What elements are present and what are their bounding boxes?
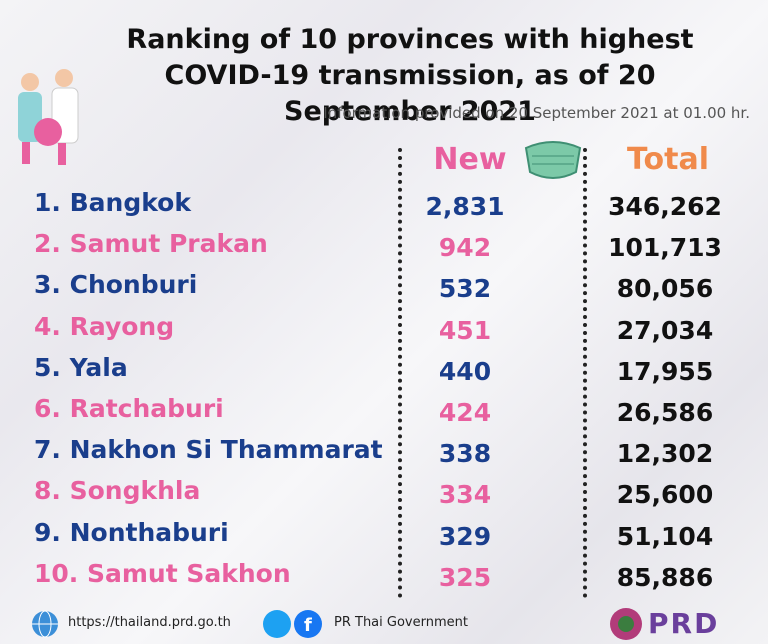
new-cases: 451: [438, 315, 492, 345]
new-cases: 424: [438, 398, 492, 427]
title: Ranking of 10 provinces with highest COV…: [126, 24, 694, 127]
total-cases: 80,056: [616, 274, 714, 304]
new-cases: 329: [438, 521, 492, 551]
province: 9. Nonthaburi: [34, 517, 229, 547]
total-cases: 27,034: [616, 315, 714, 345]
province: 7. Nakhon Si Thammarat: [34, 435, 383, 465]
table-row: 7. Nakhon Si Thammarat 338 12,302: [0, 435, 768, 475]
svg-text:f: f: [304, 615, 312, 636]
divider: [583, 148, 587, 598]
mask-icon: [524, 141, 582, 179]
table-row: 3. Chonburi 532 80,056: [0, 270, 768, 310]
total-cases: 51,104: [616, 521, 714, 551]
table-row: 10. Samut Sakhon 325 85,886: [0, 559, 768, 599]
new-cases: 942: [438, 233, 492, 263]
total-cases: 101,713: [608, 233, 722, 263]
table-row: 4. Rayong 451 27,034: [0, 312, 768, 352]
province: 4. Rayong: [34, 311, 175, 341]
province: 5. Yala: [34, 352, 128, 382]
doctors-illustration: [18, 69, 79, 165]
social[interactable]: PR Thai Government: [334, 615, 468, 630]
new-cases: 334: [438, 480, 492, 510]
new-cases: 325: [438, 562, 492, 592]
new-cases: 440: [438, 356, 492, 386]
column-header: New: [433, 142, 507, 177]
divider: [398, 148, 402, 598]
province: 1. Bangkok: [34, 188, 191, 217]
province: 6. Ratchaburi: [34, 394, 224, 423]
province: 10. Samut Sakhon: [34, 558, 291, 588]
table-row: 5. Yala 440 17,955: [0, 353, 768, 393]
social-icons: f: [263, 610, 322, 638]
province: 3. Chonburi: [34, 270, 198, 300]
column-header: Total: [627, 142, 709, 177]
total-cases: 26,586: [616, 398, 714, 427]
table-row: 1. Bangkok 2,831 346,262: [0, 188, 768, 228]
province: 2. Samut Prakan: [34, 229, 268, 259]
table-row: 9. Nonthaburi 329 51,104: [0, 518, 768, 558]
total-cases: 25,600: [616, 480, 714, 510]
logo-emblem: [610, 608, 642, 640]
new-cases: 338: [438, 439, 492, 469]
new-cases: 532: [438, 274, 492, 304]
logo: PRD: [648, 607, 720, 640]
total-cases: 85,886: [616, 562, 714, 592]
table-row: 6. Ratchaburi 424 26,586: [0, 394, 768, 434]
footer: https://thailand.prd.go.th f PR Thai Gov…: [0, 603, 768, 644]
new-cases: 2,831: [425, 192, 505, 221]
province: 8. Songkhla: [34, 476, 201, 506]
total-cases: 17,955: [616, 356, 714, 386]
globe-icon: [32, 610, 58, 638]
subtitle: Information provided on 20 September 202…: [323, 104, 750, 122]
total-cases: 12,302: [616, 439, 714, 469]
table-row: 8. Songkhla 334 25,600: [0, 476, 768, 516]
table-row: 2. Samut Prakan 942 101,713: [0, 229, 768, 269]
total-cases: 346,262: [608, 192, 722, 221]
website[interactable]: https://thailand.prd.go.th: [68, 615, 231, 630]
